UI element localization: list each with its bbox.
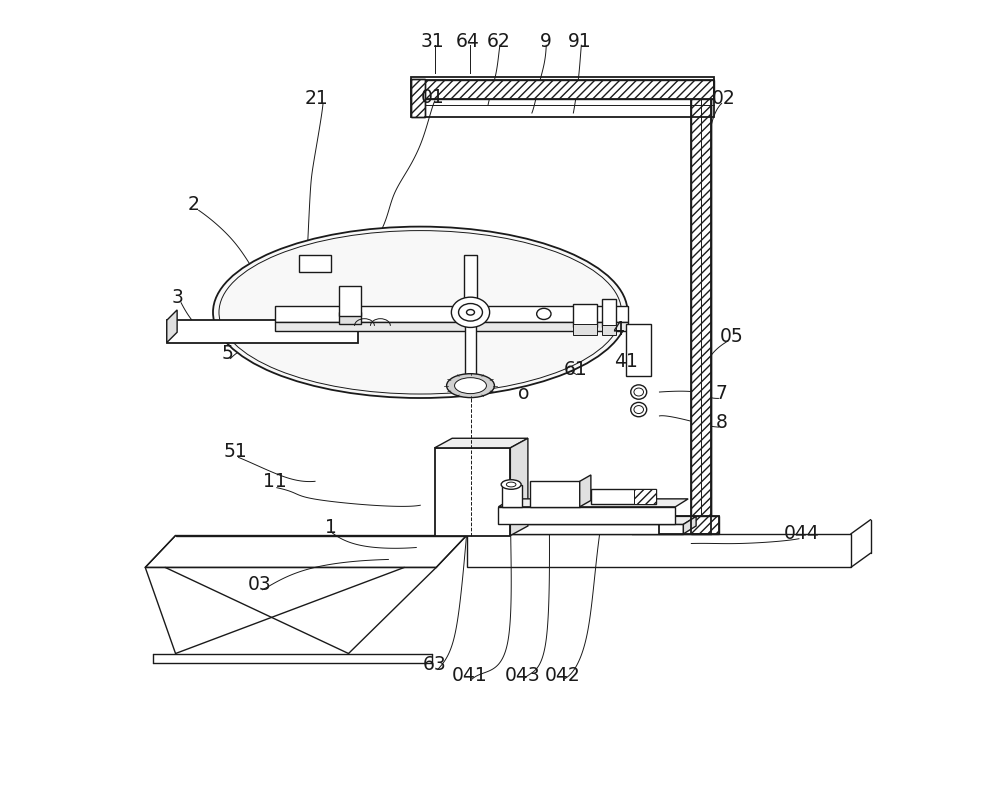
Text: 64: 64 <box>456 32 480 50</box>
Text: 41: 41 <box>614 352 638 371</box>
Bar <box>339 286 361 316</box>
Text: 3: 3 <box>171 289 183 307</box>
Text: 02: 02 <box>711 89 735 108</box>
Ellipse shape <box>634 406 643 414</box>
Ellipse shape <box>631 385 647 399</box>
Text: 51: 51 <box>223 442 247 462</box>
Ellipse shape <box>467 310 474 315</box>
Bar <box>498 507 675 524</box>
Text: 043: 043 <box>504 666 540 685</box>
Bar <box>602 298 616 326</box>
Polygon shape <box>435 438 528 448</box>
Text: 5: 5 <box>221 344 233 363</box>
Bar <box>435 448 510 535</box>
Ellipse shape <box>501 480 521 490</box>
Ellipse shape <box>631 402 647 417</box>
Polygon shape <box>510 438 528 535</box>
Bar <box>691 83 711 534</box>
Text: 2: 2 <box>187 195 199 214</box>
Bar <box>339 312 361 324</box>
Bar <box>602 325 616 334</box>
Bar <box>299 255 331 273</box>
Text: 041: 041 <box>452 666 488 685</box>
Bar <box>275 306 628 322</box>
Ellipse shape <box>459 303 482 321</box>
Bar <box>591 490 656 504</box>
Polygon shape <box>580 475 591 507</box>
Text: 05: 05 <box>719 326 743 346</box>
Bar <box>634 490 656 504</box>
Text: 11: 11 <box>263 472 287 491</box>
Polygon shape <box>683 516 696 534</box>
Text: 044: 044 <box>783 525 819 543</box>
Text: 1: 1 <box>325 518 337 537</box>
Ellipse shape <box>537 308 551 319</box>
Ellipse shape <box>213 226 628 398</box>
Bar <box>492 524 683 534</box>
Polygon shape <box>492 516 696 524</box>
Text: 91: 91 <box>568 32 592 50</box>
Bar <box>659 516 719 534</box>
Bar <box>626 324 651 376</box>
Bar <box>573 304 597 326</box>
Text: 61: 61 <box>564 360 588 379</box>
Text: 9: 9 <box>540 32 552 50</box>
Bar <box>502 485 522 507</box>
Bar <box>691 83 711 534</box>
Ellipse shape <box>451 297 490 327</box>
Bar <box>411 78 425 117</box>
Ellipse shape <box>447 374 494 398</box>
Text: 042: 042 <box>544 666 580 685</box>
Bar <box>411 77 714 117</box>
Ellipse shape <box>634 388 643 396</box>
Text: 31: 31 <box>420 32 444 50</box>
Bar <box>411 78 425 117</box>
Bar <box>167 320 358 342</box>
Text: 62: 62 <box>487 32 510 50</box>
Bar <box>530 482 580 507</box>
Text: 21: 21 <box>305 89 329 108</box>
Text: 03: 03 <box>247 575 271 594</box>
Bar <box>411 79 714 99</box>
Text: 4: 4 <box>612 320 624 339</box>
Text: 8: 8 <box>716 413 728 432</box>
Polygon shape <box>145 535 467 567</box>
Text: 7: 7 <box>716 384 728 403</box>
Text: o: o <box>518 384 530 403</box>
Bar <box>659 516 719 534</box>
Bar <box>464 255 477 302</box>
Polygon shape <box>467 534 851 567</box>
Polygon shape <box>167 310 177 342</box>
Bar <box>411 79 714 99</box>
Ellipse shape <box>455 378 486 394</box>
Text: 63: 63 <box>423 655 447 674</box>
Bar <box>275 322 628 331</box>
Ellipse shape <box>506 482 516 487</box>
Polygon shape <box>498 499 688 507</box>
Bar <box>465 310 476 376</box>
Text: 01: 01 <box>420 87 444 106</box>
Bar <box>573 324 597 334</box>
